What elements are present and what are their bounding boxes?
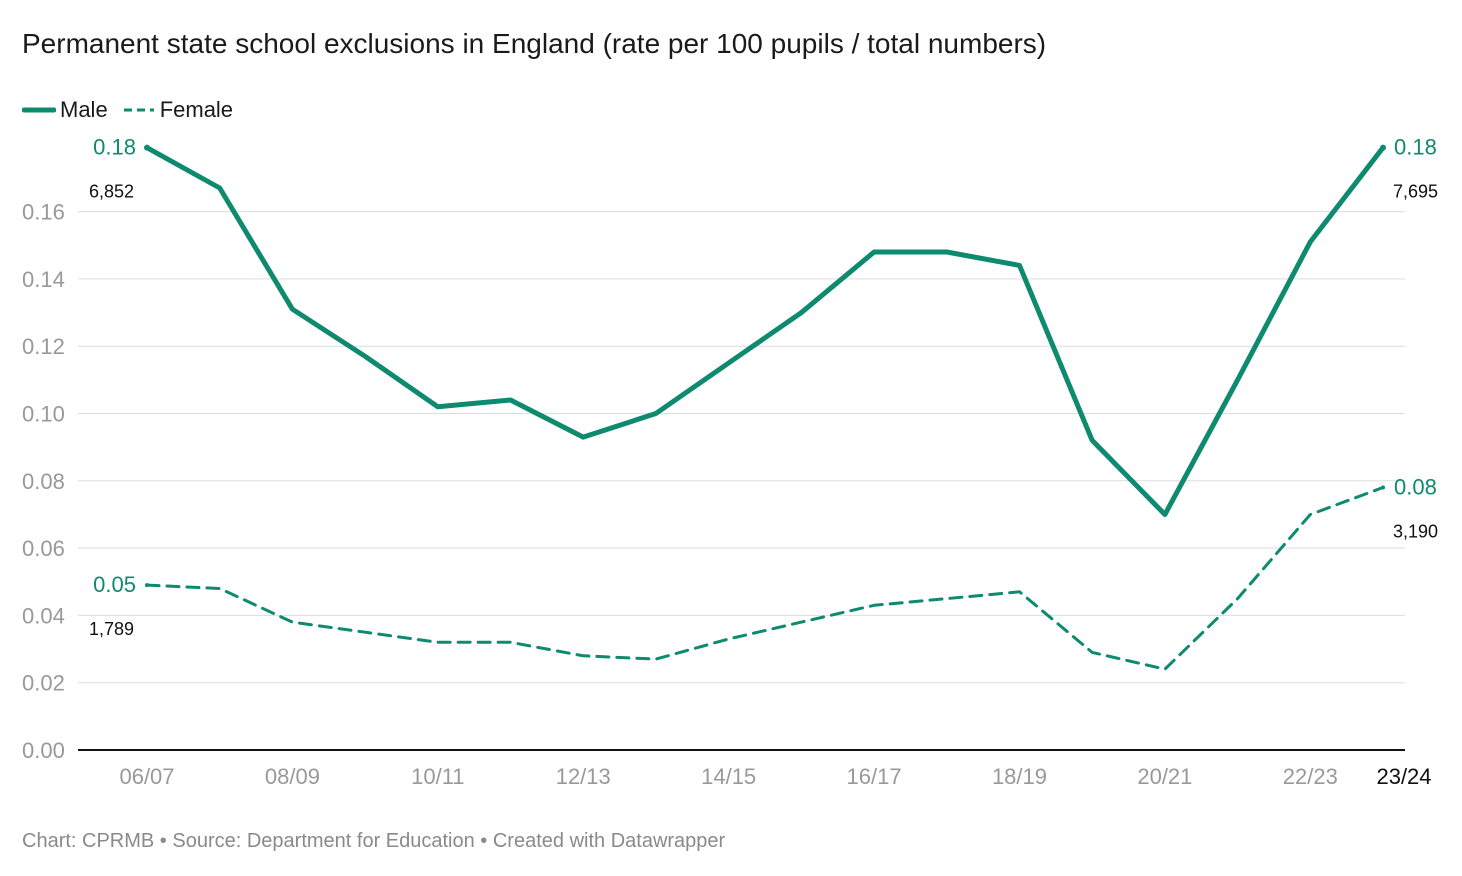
x-tick-label: 22/23 — [1283, 764, 1338, 789]
series-start-label: 0.05 — [93, 572, 136, 597]
series-end-label: 0.18 — [1394, 135, 1437, 160]
series-start-label: 0.18 — [93, 135, 136, 160]
y-tick-label: 0.14 — [22, 267, 65, 292]
legend-label-female: Female — [159, 97, 234, 122]
legend-item-female: Female — [122, 97, 233, 123]
series-end-label: 0.08 — [1394, 475, 1437, 500]
series-start-count: 1,789 — [89, 619, 134, 639]
legend: Male Female — [22, 95, 247, 125]
y-tick-label: 0.08 — [22, 469, 65, 494]
series-end-point — [1381, 485, 1385, 490]
y-tick-label: 0.00 — [22, 738, 65, 763]
legend-swatch-dashed — [123, 108, 154, 112]
series-line-male — [144, 145, 1386, 517]
legend-item-male: Male — [22, 97, 108, 123]
y-tick-label: 0.06 — [22, 536, 65, 561]
x-tick-label: 12/13 — [556, 764, 611, 789]
series-start-point — [145, 583, 149, 588]
x-tick-label: 06/07 — [119, 764, 174, 789]
y-tick-label: 0.10 — [22, 402, 65, 427]
chart-title: Permanent state school exclusions in Eng… — [22, 28, 1047, 59]
x-tick-label: 08/09 — [265, 764, 320, 789]
series-end-point — [1380, 144, 1386, 151]
series-end-count: 3,190 — [1393, 522, 1438, 542]
x-tick-label: 23/24 — [1376, 764, 1431, 789]
series-end-count: 7,695 — [1393, 182, 1438, 202]
series-start-point — [144, 144, 150, 151]
x-tick-label: 20/21 — [1137, 764, 1192, 789]
y-tick-label: 0.04 — [22, 603, 65, 628]
series-start-count: 6,852 — [89, 182, 134, 202]
x-tick-label: 10/11 — [411, 764, 464, 789]
chart-footer: Chart: CPRMB • Source: Department for Ed… — [22, 830, 726, 852]
x-tick-label: 14/15 — [701, 764, 756, 789]
legend-swatch-solid — [22, 107, 56, 113]
y-tick-label: 0.12 — [22, 334, 65, 359]
y-tick-label: 0.02 — [22, 671, 65, 696]
series-line-female — [145, 486, 1385, 671]
x-tick-label: 16/17 — [847, 764, 902, 789]
y-tick-label: 0.16 — [22, 200, 65, 225]
legend-label-male: Male — [60, 97, 108, 122]
x-tick-label: 18/19 — [992, 764, 1047, 789]
